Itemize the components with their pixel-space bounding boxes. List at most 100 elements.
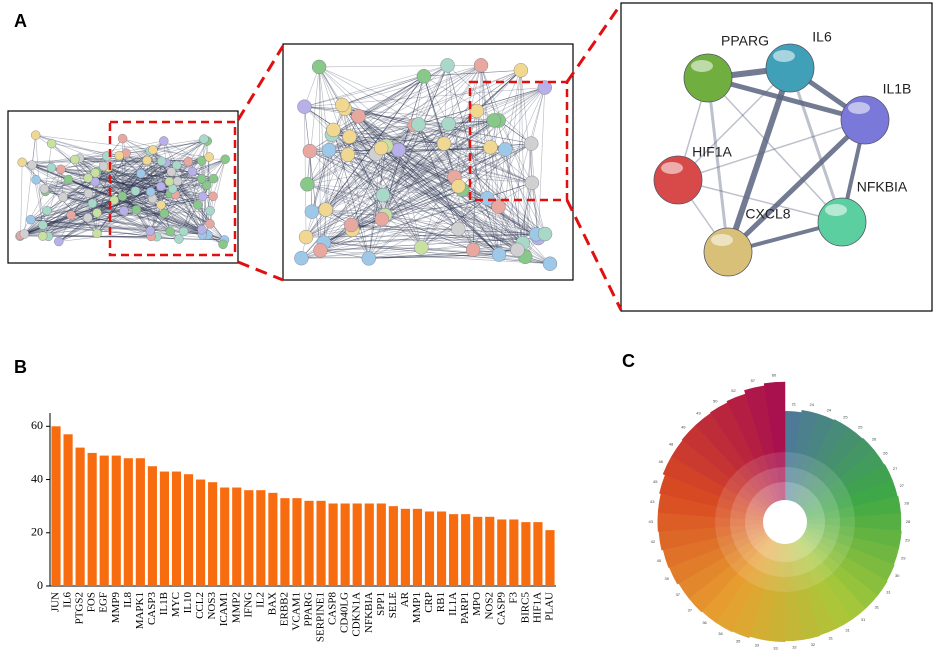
- node: [219, 240, 228, 249]
- node: [209, 192, 218, 201]
- x-tick-label: JUN: [50, 592, 62, 612]
- panel-label: C: [622, 351, 635, 371]
- value-label: 40: [657, 558, 662, 563]
- node: [221, 155, 230, 164]
- x-tick-label: FOS: [86, 592, 98, 612]
- node-highlight: [825, 204, 847, 216]
- bar: [461, 514, 470, 586]
- value-label: 37: [676, 592, 681, 597]
- node: [498, 142, 512, 156]
- node: [188, 167, 197, 176]
- x-tick-label: ICAM1: [218, 592, 230, 626]
- bar: [160, 472, 169, 586]
- value-label: 33: [755, 643, 760, 648]
- node: [156, 182, 165, 191]
- node: [88, 199, 97, 208]
- value-label: 31: [861, 617, 866, 622]
- zoom-connector: [567, 200, 621, 310]
- bar: [100, 456, 109, 586]
- node: [451, 179, 465, 193]
- node: [441, 58, 455, 72]
- x-tick-label: IL10: [182, 592, 194, 614]
- bar: [509, 519, 518, 586]
- x-tick-label: BIRC5: [519, 592, 531, 624]
- value-label: 25: [843, 414, 848, 419]
- value-label: 31: [875, 604, 880, 609]
- bar: [76, 448, 85, 586]
- node: [118, 134, 127, 143]
- bar: [521, 522, 530, 586]
- x-tick-label: PTGS2: [74, 592, 86, 624]
- node: [303, 144, 317, 158]
- node: [344, 218, 358, 232]
- value-label: 57: [751, 378, 756, 383]
- node: [313, 243, 327, 257]
- node: [470, 104, 484, 118]
- node: [47, 163, 56, 172]
- bar: [256, 490, 265, 586]
- node: [93, 208, 102, 217]
- bar: [63, 434, 72, 586]
- node: [491, 200, 505, 214]
- node-label: IL1B: [883, 81, 912, 97]
- node: [146, 187, 155, 196]
- bar: [341, 503, 350, 586]
- bar: [220, 488, 229, 586]
- node: [392, 143, 406, 157]
- node: [514, 63, 528, 77]
- bar: [329, 503, 338, 586]
- node: [362, 251, 376, 265]
- node: [492, 248, 506, 262]
- x-tick-label: CASP8: [327, 592, 339, 626]
- zoom-connector: [238, 262, 283, 280]
- node: [59, 193, 68, 202]
- x-tick-label: MAPK1: [134, 592, 146, 629]
- node: [197, 225, 206, 234]
- bar: [316, 501, 325, 586]
- node: [28, 161, 37, 170]
- bar: [473, 517, 482, 586]
- x-tick-label: IL1A: [447, 592, 459, 616]
- value-label: 26: [883, 451, 888, 456]
- x-tick-label: AR: [399, 591, 411, 607]
- node-highlight: [691, 60, 713, 72]
- value-label: 28: [904, 501, 909, 506]
- x-tick-label: ERBB2: [278, 592, 290, 626]
- zoom-connector: [567, 4, 621, 82]
- x-tick-label: IL6: [62, 592, 74, 608]
- network-subset: [283, 44, 573, 280]
- bar: [545, 530, 554, 586]
- x-tick-label: VCAM1: [291, 592, 303, 631]
- node-label: CXCL8: [745, 206, 790, 222]
- node: [93, 229, 102, 238]
- bar: [124, 458, 133, 586]
- node: [160, 209, 169, 218]
- node: [84, 189, 93, 198]
- value-label: 24: [827, 407, 832, 412]
- node: [374, 141, 388, 155]
- value-label: 28: [906, 519, 911, 524]
- x-tick-label: MYC: [170, 592, 182, 617]
- node: [120, 206, 129, 215]
- bar: [232, 488, 241, 586]
- node: [480, 191, 494, 205]
- node: [300, 177, 314, 191]
- node: [299, 230, 313, 244]
- node: [351, 109, 365, 123]
- x-tick-label: F3: [507, 592, 519, 604]
- bar: [485, 517, 494, 586]
- bar: [413, 509, 422, 586]
- x-tick-label: CD40LG: [339, 592, 351, 633]
- node: [199, 135, 208, 144]
- node: [38, 221, 47, 230]
- x-tick-label: CDKN1A: [351, 592, 363, 637]
- value-label: 29: [901, 556, 906, 561]
- node: [173, 177, 182, 186]
- node: [42, 206, 51, 215]
- value-label: 49: [696, 411, 701, 416]
- bar: [208, 482, 217, 586]
- x-tick-label: SELE: [387, 592, 399, 619]
- value-label: 26: [872, 436, 877, 441]
- node: [326, 123, 340, 137]
